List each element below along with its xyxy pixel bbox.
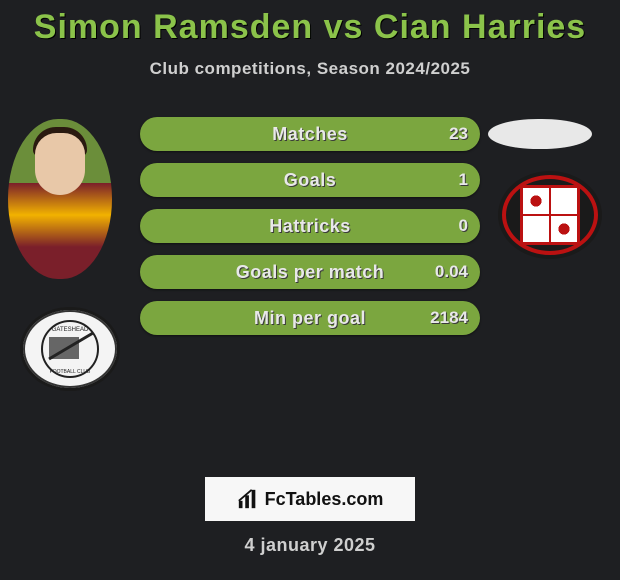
player1-photo <box>8 119 112 279</box>
comparison-stage: GATESHEAD FOOTBALL CLUB Matches 23 Goals… <box>0 99 620 439</box>
stat-label: Min per goal <box>140 301 480 335</box>
svg-text:FOOTBALL CLUB: FOOTBALL CLUB <box>50 369 91 375</box>
stat-value: 0.04 <box>435 255 468 289</box>
chart-icon <box>237 488 259 510</box>
stats-bars: Matches 23 Goals 1 Hattricks 0 Goals per… <box>140 117 480 347</box>
player2-photo-placeholder <box>488 119 592 149</box>
stat-value: 1 <box>459 163 468 197</box>
club2-logo <box>498 171 602 259</box>
club1-logo: GATESHEAD FOOTBALL CLUB <box>20 307 120 391</box>
stat-value: 2184 <box>430 301 468 335</box>
branding-text: FcTables.com <box>265 489 384 510</box>
stat-bar-goals-per-match: Goals per match 0.04 <box>140 255 480 289</box>
stat-label: Goals per match <box>140 255 480 289</box>
svg-text:GATESHEAD: GATESHEAD <box>52 327 89 333</box>
vs-separator: vs <box>313 8 374 46</box>
subtitle: Club competitions, Season 2024/2025 <box>0 59 620 79</box>
stat-value: 0 <box>459 209 468 243</box>
footer-date: 4 january 2025 <box>0 535 620 556</box>
stat-label: Hattricks <box>140 209 480 243</box>
stat-bar-hattricks: Hattricks 0 <box>140 209 480 243</box>
stat-label: Goals <box>140 163 480 197</box>
stat-bar-goals: Goals 1 <box>140 163 480 197</box>
stat-bar-matches: Matches 23 <box>140 117 480 151</box>
branding-badge: FcTables.com <box>205 477 415 521</box>
player1-name: Simon Ramsden <box>34 8 313 46</box>
player2-name: Cian Harries <box>374 8 586 46</box>
stat-label: Matches <box>140 117 480 151</box>
stat-value: 23 <box>449 117 468 151</box>
page-title: Simon Ramsden vs Cian Harries <box>0 0 620 47</box>
stat-bar-min-per-goal: Min per goal 2184 <box>140 301 480 335</box>
